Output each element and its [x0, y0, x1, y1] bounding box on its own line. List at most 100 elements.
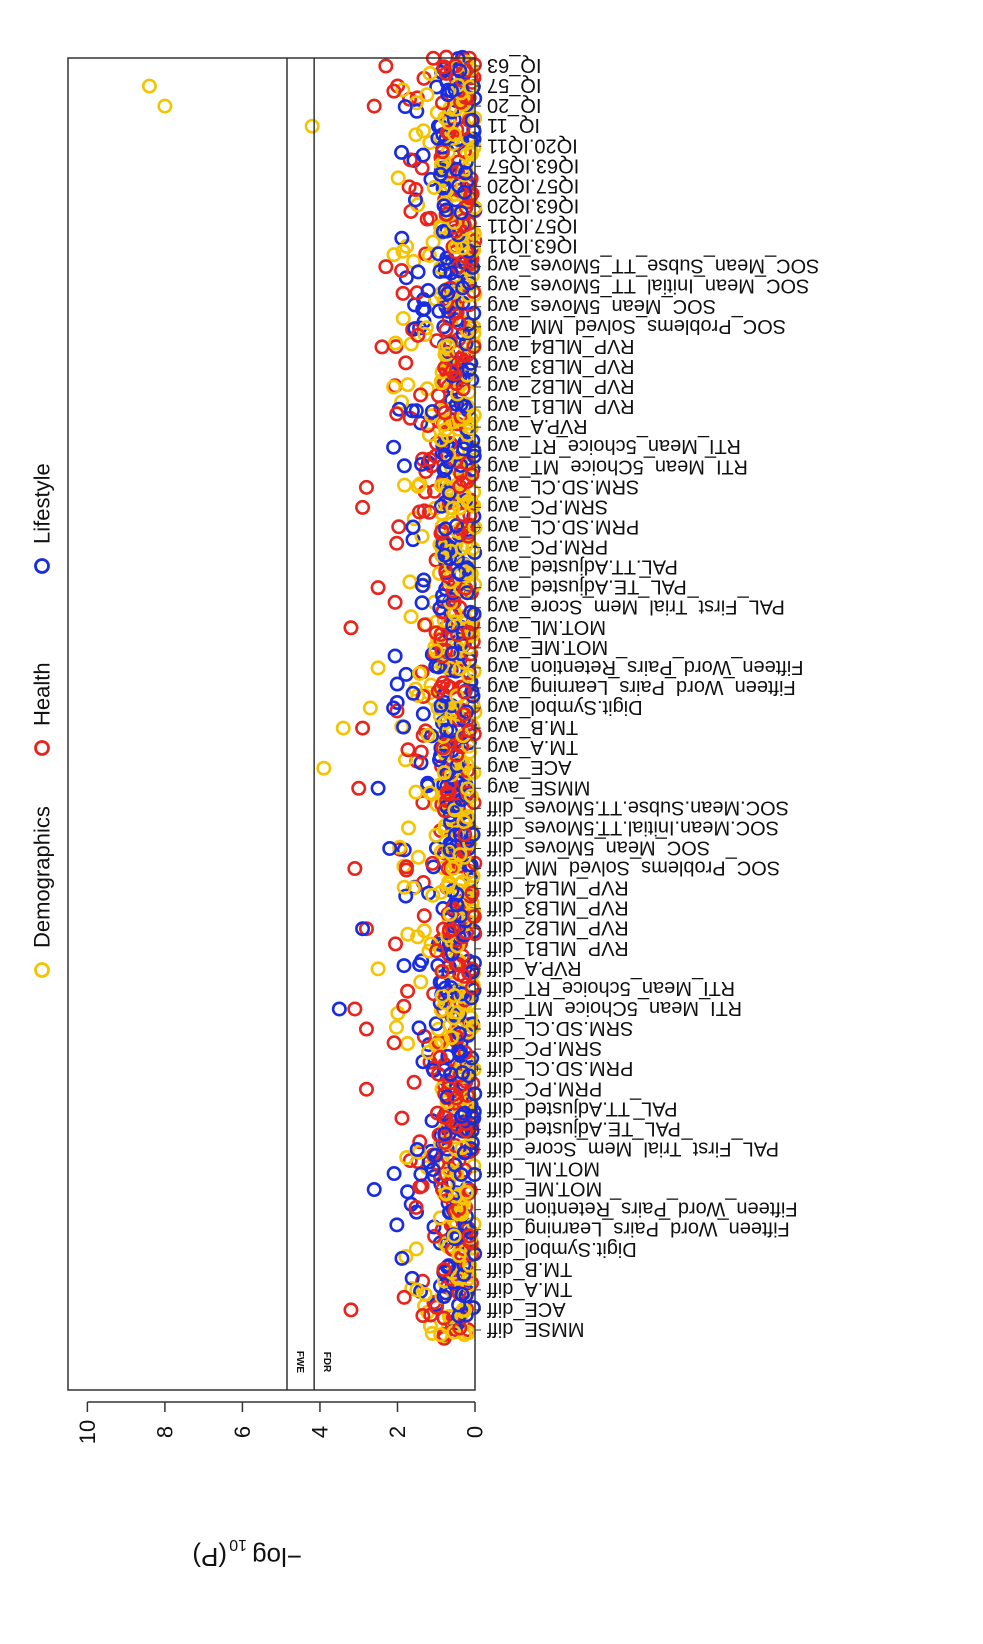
data-point — [431, 388, 447, 404]
data-point — [387, 648, 403, 664]
data-point — [432, 263, 448, 279]
category-label: PRM.PC_diff — [487, 1077, 603, 1099]
category-label: MOT.ME_diff — [487, 1178, 603, 1200]
data-point — [428, 448, 444, 464]
category-label: IQ20.IQ11 — [487, 134, 578, 156]
data-point — [450, 1174, 466, 1190]
data-point — [395, 310, 411, 326]
data-point — [444, 363, 460, 379]
outlier-point — [343, 620, 359, 636]
outlier-point — [335, 720, 351, 736]
data-point — [412, 1134, 428, 1150]
data-point — [459, 809, 475, 825]
data-point — [447, 802, 463, 818]
data-point — [387, 936, 403, 952]
data-point — [463, 788, 479, 804]
data-point — [389, 676, 405, 692]
data-point — [446, 1228, 462, 1244]
data-point — [463, 604, 479, 620]
data-point — [386, 1166, 402, 1182]
y-tick-label: 8 — [152, 1426, 177, 1438]
data-point — [417, 327, 433, 343]
data-point — [437, 1156, 453, 1172]
data-point — [466, 448, 482, 464]
outlier-point — [370, 660, 386, 676]
data-point — [448, 161, 464, 177]
data-point — [408, 127, 424, 143]
data-point — [442, 906, 458, 922]
data-point — [449, 747, 465, 763]
data-point — [449, 897, 465, 913]
data-point — [455, 240, 471, 256]
data-point — [396, 998, 412, 1014]
category-label: RTI_Mean_5choice_RT_avg — [487, 435, 741, 457]
data-point — [466, 443, 482, 459]
data-point — [440, 338, 456, 354]
data-point — [408, 784, 424, 800]
data-point — [398, 666, 414, 682]
category-label: Fifteen_Word_Pairs_Learning_avg — [487, 676, 796, 698]
data-point — [397, 752, 413, 768]
data-point — [422, 135, 438, 151]
data-point — [398, 862, 414, 878]
data-point — [394, 1250, 410, 1266]
category-label: Digit.Symbol_avg — [487, 696, 643, 718]
data-point — [464, 885, 480, 901]
data-point — [386, 83, 402, 99]
data-point — [452, 847, 468, 863]
data-point — [388, 335, 404, 351]
data-point — [413, 974, 429, 990]
data-point — [437, 405, 453, 421]
data-point — [394, 394, 410, 410]
data-point — [406, 1074, 422, 1090]
data-point — [438, 65, 454, 81]
data-point — [394, 144, 410, 160]
outlier-point — [378, 58, 394, 74]
data-point — [389, 406, 405, 422]
y-axis-label-main: −log — [252, 1542, 302, 1572]
data-point — [395, 243, 411, 259]
data-point — [451, 1247, 467, 1263]
data-point — [420, 778, 436, 794]
data-point — [394, 262, 410, 278]
data-point — [451, 1043, 467, 1059]
data-point — [456, 968, 472, 984]
data-point — [444, 83, 460, 99]
legend: Demographics Health Lifestyle — [30, 463, 55, 978]
data-point — [453, 205, 469, 221]
data-point — [457, 184, 473, 200]
data-point — [459, 565, 475, 581]
category-label: SOC_Mean_5Moves_diff — [487, 836, 711, 858]
category-label: PRM.PC_avg — [487, 536, 608, 558]
threshold-lines: FWE FDR — [286, 58, 332, 1390]
data-point — [400, 377, 416, 393]
data-point — [426, 986, 442, 1002]
category-label: RVP_MLB3_avg — [487, 355, 635, 377]
data-point — [425, 1162, 441, 1178]
category-label: Fifteen_Word_Pairs_Retention_diff — [487, 1198, 798, 1220]
data-point — [401, 179, 417, 195]
outlier-point — [374, 339, 390, 355]
legend-entry-demographics: Demographics — [30, 806, 55, 978]
data-point — [408, 1241, 424, 1257]
category-label: RTI_Mean_5Choice_MT_diff — [487, 997, 742, 1019]
threshold-label-fwe: FWE — [294, 1351, 305, 1374]
category-label: MMSE_avg — [487, 776, 590, 798]
outlier-point — [358, 1021, 374, 1037]
data-point — [457, 684, 473, 700]
data-point — [425, 234, 441, 250]
data-point — [441, 485, 457, 501]
data-point — [437, 1126, 453, 1142]
data-point — [396, 958, 412, 974]
outlier-point — [343, 1302, 359, 1318]
category-label: IQ_57 — [487, 74, 541, 96]
data-point — [402, 574, 418, 590]
data-point — [454, 1286, 470, 1302]
outlier-point — [355, 720, 371, 736]
data-point — [402, 1153, 418, 1169]
data-point — [428, 1016, 444, 1032]
data-point — [391, 519, 407, 535]
data-point — [386, 247, 402, 263]
data-point — [400, 1036, 416, 1052]
